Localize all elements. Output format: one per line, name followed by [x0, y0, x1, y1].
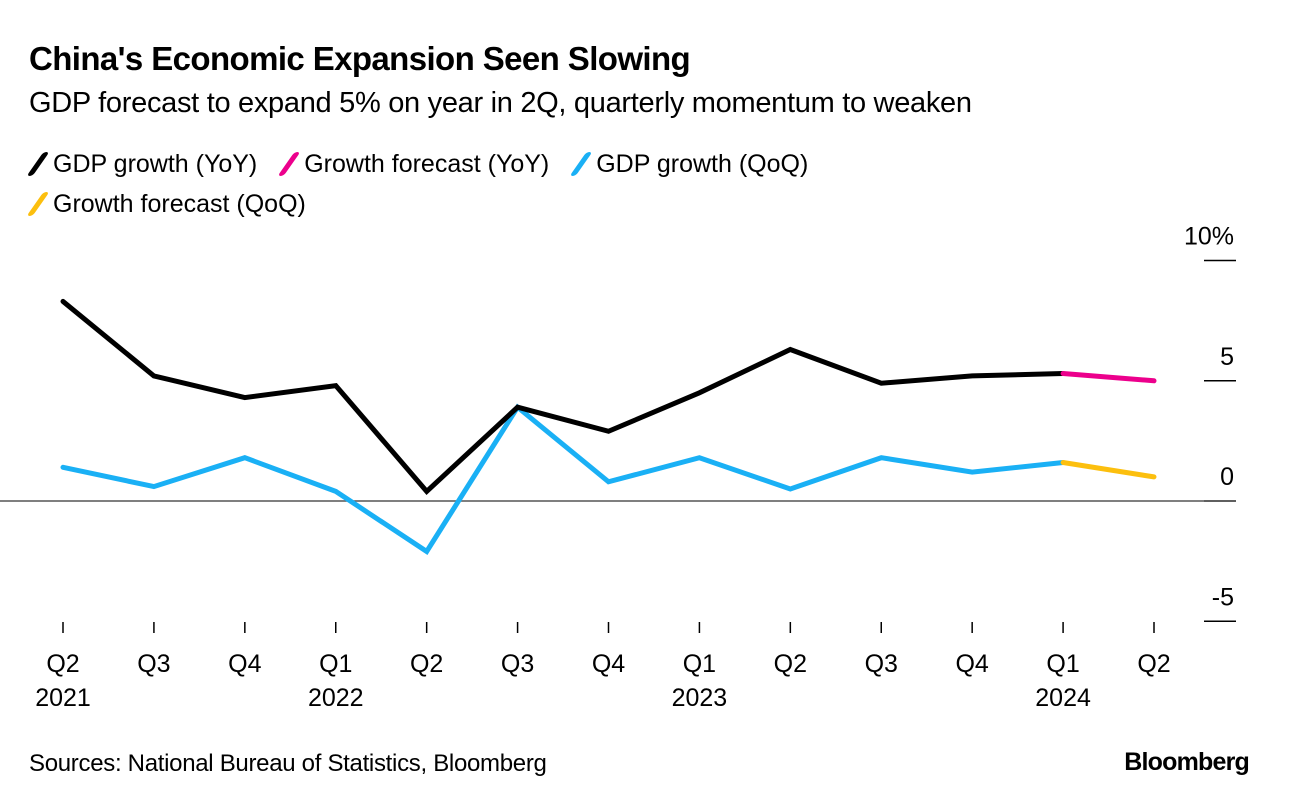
legend-item-forecast-yoy: Growth forecast (YoY): [277, 146, 550, 182]
x-tick-label: Q1: [683, 650, 716, 678]
x-tick-label: Q1: [1046, 650, 1079, 678]
x-tick-label: Q4: [592, 650, 625, 678]
legend-label: Growth forecast (QoQ): [53, 190, 306, 218]
x-tick-label: Q3: [137, 650, 170, 678]
y-tick-label: 0: [1220, 463, 1234, 491]
legend-label: GDP growth (QoQ): [596, 150, 809, 178]
legend-item-forecast-qoq: Growth forecast (QoQ): [26, 186, 306, 222]
x-axis: Q2 2021 Q3 Q4 Q1 2022 Q2 Q3 Q4 Q1 2023 Q2 Q3 Q4 Q1 2024…: [35, 622, 1171, 712]
x-tick-label: Q2: [1137, 650, 1170, 678]
chart-subtitle: GDP forecast to expand 5% on year in 2Q,…: [29, 87, 972, 119]
legend-label: Growth forecast (YoY): [304, 150, 550, 178]
series-line-gdp-growth-yoy: [60, 298, 1066, 495]
chart-title: China's Economic Expansion Seen Slowing: [29, 40, 691, 77]
bloomberg-logo: Bloomberg: [1124, 748, 1250, 776]
series-line-gdp-growth-qoq: [60, 403, 1066, 555]
x-tick-label: Q2: [410, 650, 443, 678]
series-line-growth-forecast-yoy: [1060, 371, 1157, 384]
x-tick-label: Q3: [865, 650, 898, 678]
x-tick-label: Q2: [46, 650, 79, 678]
x-tick-label: Q3: [501, 650, 534, 678]
legend-item-gdp-qoq: GDP growth (QoQ): [569, 146, 809, 182]
x-year-label: 2023: [672, 684, 728, 712]
source-note: Sources: National Bureau of Statistics, …: [29, 750, 547, 777]
y-tick-label: 10%: [1184, 223, 1234, 251]
x-year-label: 2022: [308, 684, 364, 712]
y-axis: 10% 5 0 -5: [0, 223, 1236, 622]
y-tick-label: -5: [1212, 583, 1234, 611]
x-year-label: 2021: [35, 684, 91, 712]
series-group: [60, 298, 1157, 555]
series-line-growth-forecast-qoq: [1060, 460, 1157, 480]
legend-label: GDP growth (YoY): [53, 150, 258, 178]
legend-item-gdp-yoy: GDP growth (YoY): [26, 146, 258, 182]
x-tick-label: Q4: [228, 650, 261, 678]
legend: GDP growth (YoY) Growth forecast (YoY) G…: [26, 146, 989, 226]
x-year-label: 2024: [1035, 684, 1091, 712]
x-tick-label: Q4: [955, 650, 988, 678]
x-tick-label: Q2: [774, 650, 807, 678]
y-tick-label: 5: [1220, 343, 1234, 371]
x-tick-label: Q1: [319, 650, 352, 678]
